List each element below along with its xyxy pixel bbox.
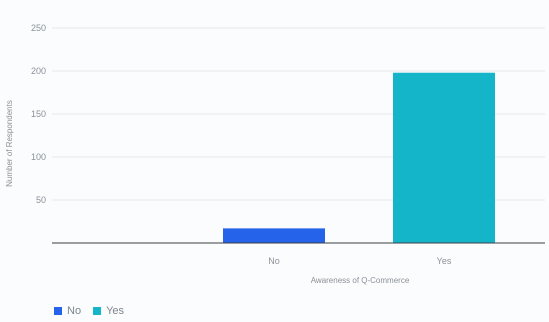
bar-chart: 50 100 150 200 250 No Yes Awareness of Q-Comm… bbox=[5, 23, 545, 285]
x-tick-labels: No Yes bbox=[268, 256, 452, 266]
y-tick-label: 50 bbox=[36, 195, 46, 205]
legend-swatch-no bbox=[54, 307, 62, 315]
y-tick-label: 250 bbox=[31, 23, 46, 33]
y-axis-title: Number of Respondents bbox=[5, 100, 14, 187]
legend-swatch-yes bbox=[93, 307, 102, 315]
legend-item-yes[interactable]: Yes bbox=[93, 305, 124, 317]
bars bbox=[223, 72, 495, 243]
y-tick-labels: 50 100 150 200 250 bbox=[31, 23, 46, 205]
x-axis-title: Awareness of Q-Commerce bbox=[311, 276, 410, 285]
legend-label-yes: Yes bbox=[106, 305, 125, 317]
y-tick-label: 200 bbox=[31, 66, 46, 76]
x-tick-label: No bbox=[268, 256, 280, 266]
legend-label-no: No bbox=[67, 305, 82, 317]
y-tick-label: 150 bbox=[31, 109, 46, 119]
x-tick-label: Yes bbox=[437, 256, 452, 266]
legend-item-no[interactable]: No bbox=[54, 305, 81, 317]
bar-no[interactable] bbox=[223, 228, 325, 243]
legend: No Yes bbox=[54, 305, 130, 317]
y-tick-label: 100 bbox=[31, 152, 46, 162]
bar-yes[interactable] bbox=[393, 72, 495, 243]
